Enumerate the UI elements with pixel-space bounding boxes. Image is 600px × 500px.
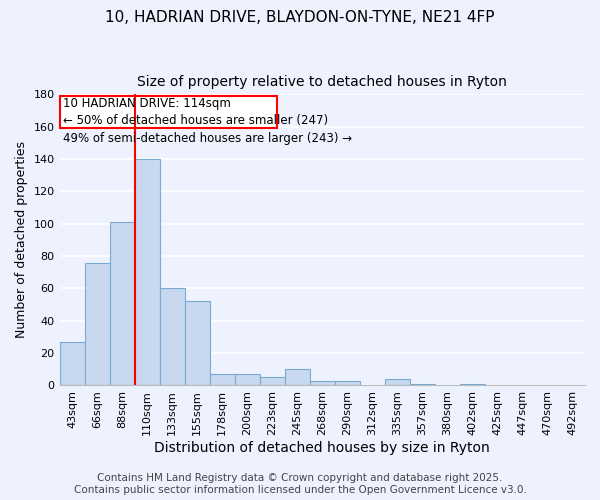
Bar xyxy=(185,302,209,386)
Bar xyxy=(85,262,110,386)
Bar xyxy=(410,384,435,386)
Bar xyxy=(310,380,335,386)
Bar xyxy=(160,288,185,386)
Bar xyxy=(110,222,134,386)
Bar xyxy=(59,342,85,386)
Bar xyxy=(260,378,285,386)
Bar xyxy=(385,379,410,386)
Title: Size of property relative to detached houses in Ryton: Size of property relative to detached ho… xyxy=(137,75,507,89)
Y-axis label: Number of detached properties: Number of detached properties xyxy=(15,142,28,338)
Bar xyxy=(335,380,360,386)
Text: 10, HADRIAN DRIVE, BLAYDON-ON-TYNE, NE21 4FP: 10, HADRIAN DRIVE, BLAYDON-ON-TYNE, NE21… xyxy=(105,10,495,25)
X-axis label: Distribution of detached houses by size in Ryton: Distribution of detached houses by size … xyxy=(154,441,490,455)
Bar xyxy=(134,159,160,386)
Bar xyxy=(285,370,310,386)
Text: 10 HADRIAN DRIVE: 114sqm
← 50% of detached houses are smaller (247)
49% of semi-: 10 HADRIAN DRIVE: 114sqm ← 50% of detach… xyxy=(63,97,352,145)
Bar xyxy=(209,374,235,386)
Text: Contains HM Land Registry data © Crown copyright and database right 2025.
Contai: Contains HM Land Registry data © Crown c… xyxy=(74,474,526,495)
Bar xyxy=(460,384,485,386)
Bar xyxy=(235,374,260,386)
FancyBboxPatch shape xyxy=(59,96,277,128)
